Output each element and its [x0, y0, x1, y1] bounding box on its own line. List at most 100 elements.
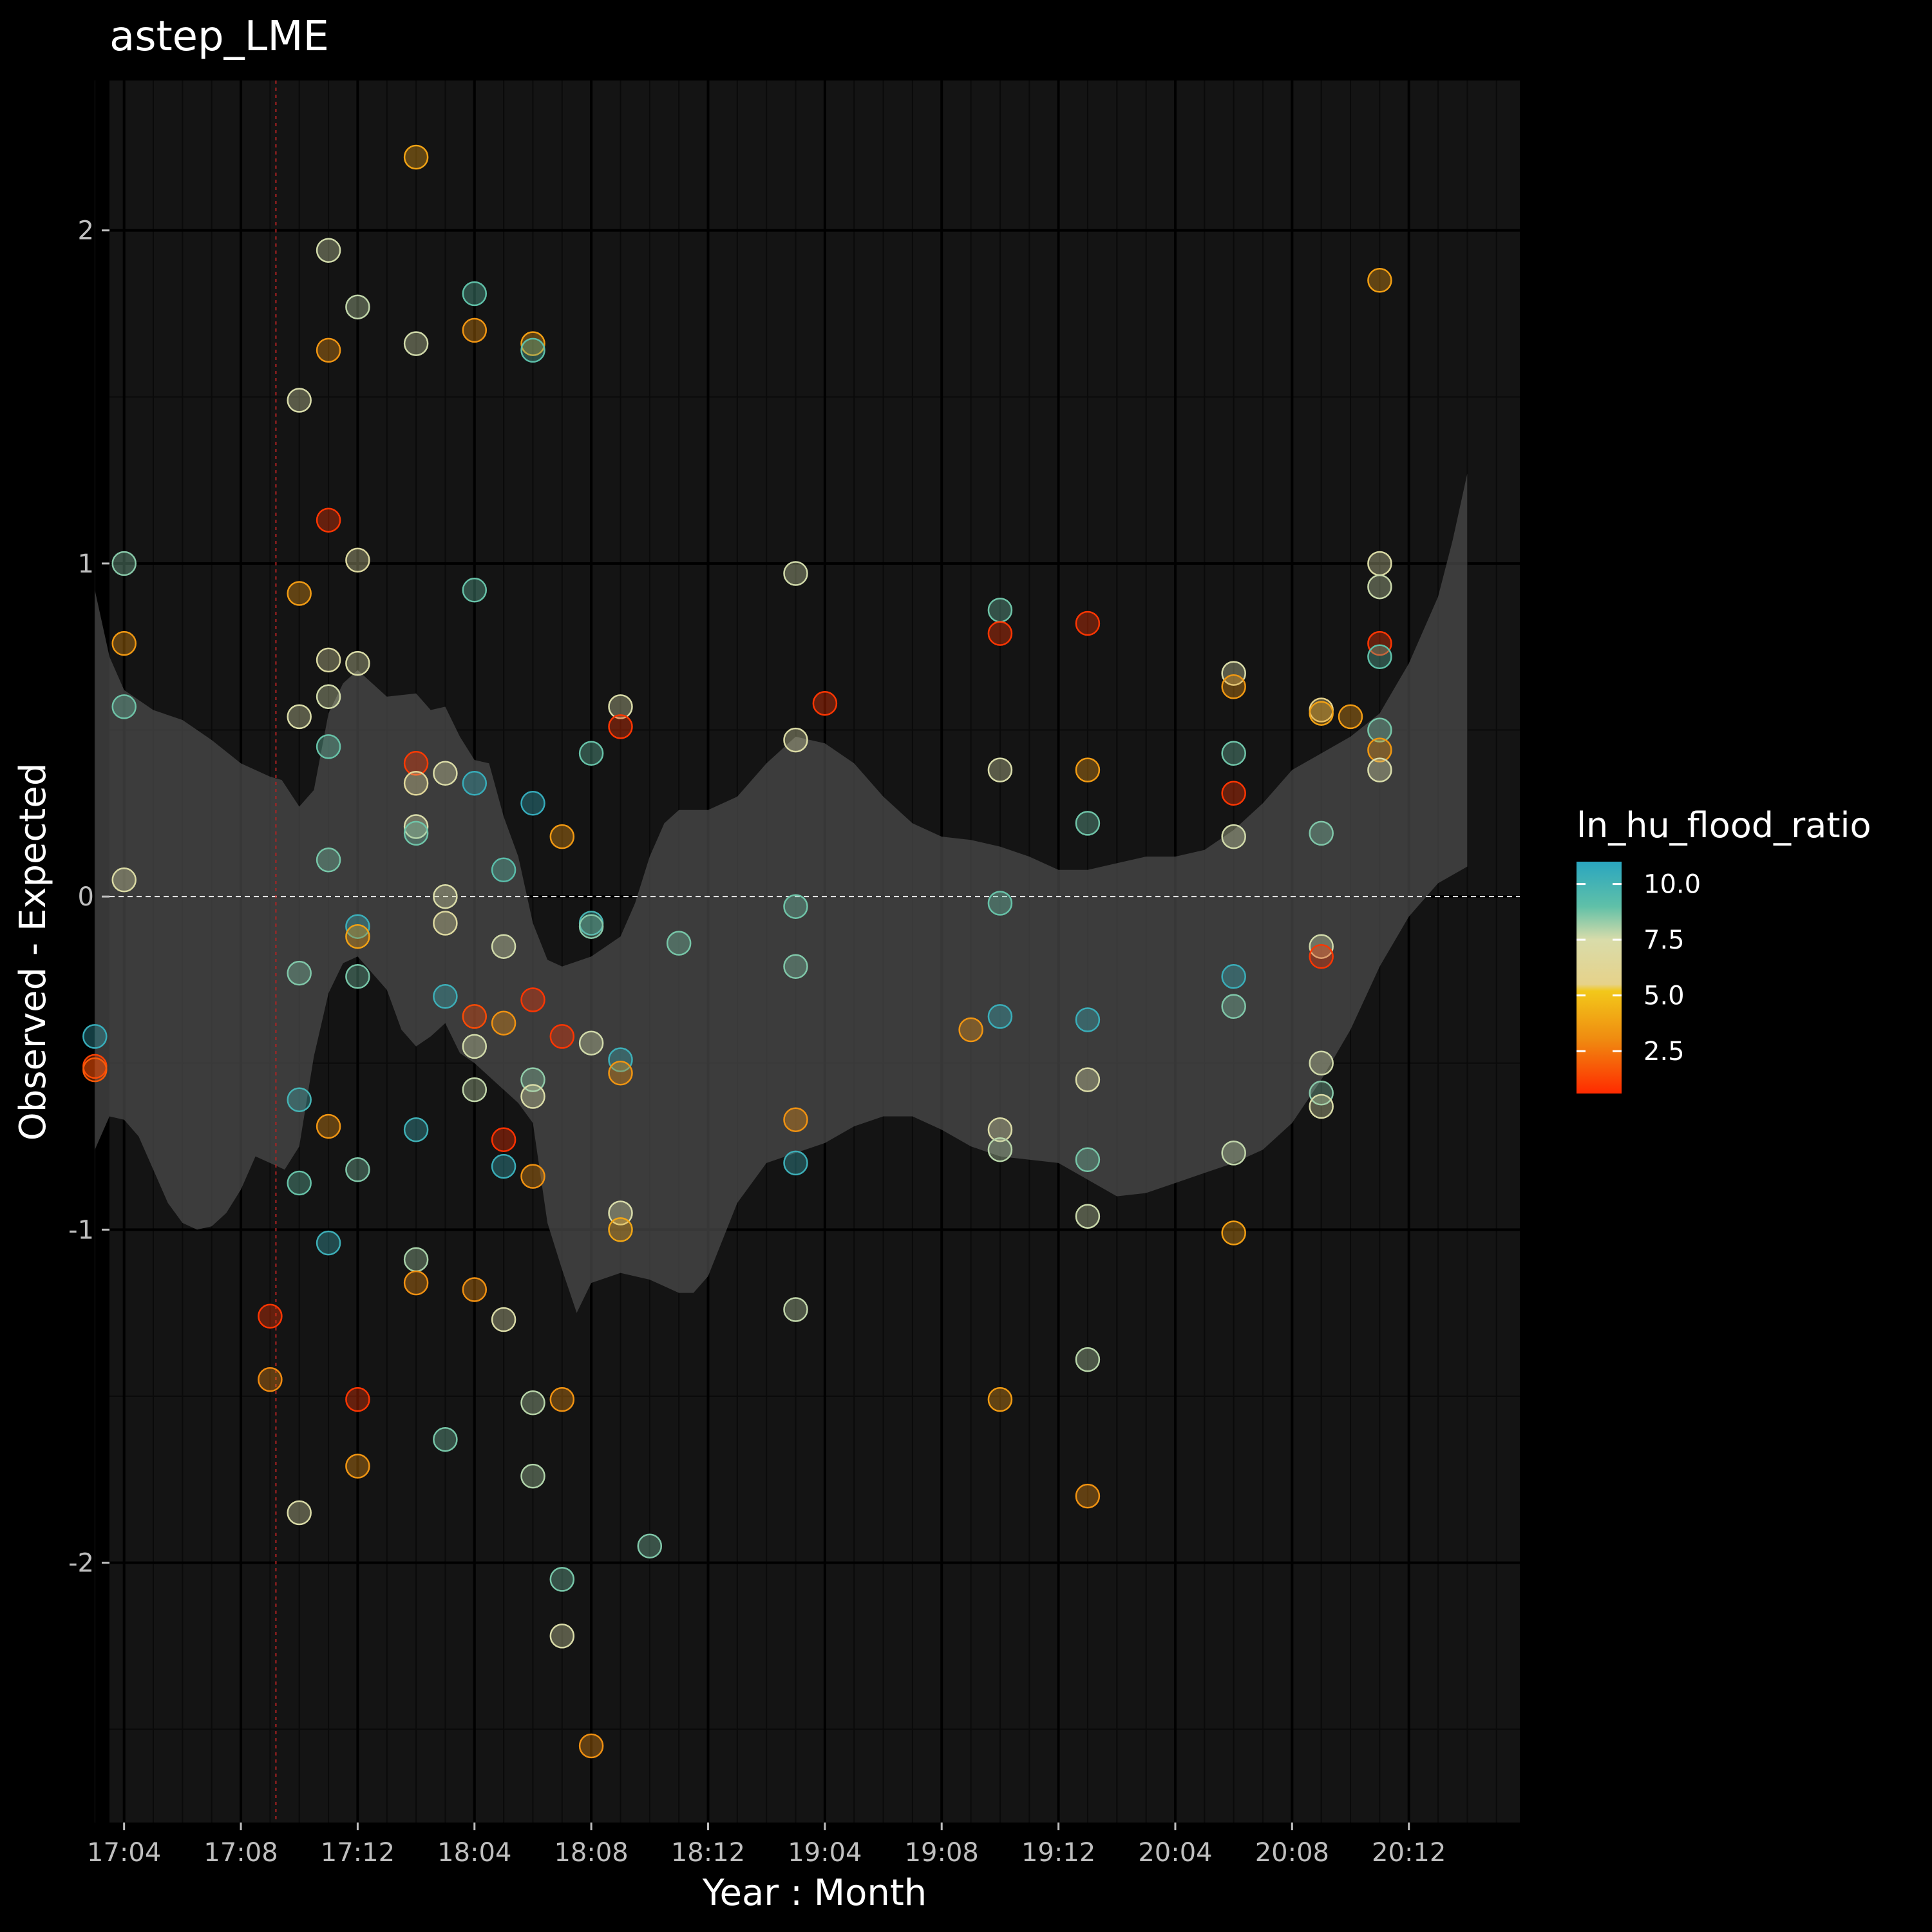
data-point	[1367, 268, 1392, 293]
data-point	[345, 1157, 370, 1182]
data-point	[1221, 964, 1246, 989]
x-tick-label: 17:08	[204, 1838, 278, 1868]
x-tick-label: 19:08	[905, 1838, 979, 1868]
data-point	[987, 621, 1013, 646]
data-point	[287, 1087, 312, 1112]
data-point	[520, 1463, 545, 1489]
data-point	[1309, 820, 1334, 846]
data-point	[520, 331, 545, 356]
data-point	[111, 551, 137, 576]
data-point	[462, 578, 488, 603]
data-point	[433, 911, 458, 936]
data-point	[316, 238, 341, 263]
x-tick-label: 18:12	[671, 1838, 745, 1868]
data-point	[783, 1297, 808, 1322]
data-point	[608, 1061, 633, 1086]
data-point	[462, 1034, 488, 1059]
data-point	[1367, 717, 1392, 743]
x-tick-label: 17:04	[87, 1838, 161, 1868]
data-point	[491, 857, 516, 883]
y-tick-label: -2	[68, 1549, 94, 1578]
data-point	[1309, 944, 1334, 969]
data-point	[403, 771, 429, 796]
data-point	[316, 684, 341, 710]
data-point	[1221, 1220, 1246, 1245]
data-point	[1075, 1483, 1101, 1509]
x-tick-label: 20:04	[1138, 1838, 1212, 1868]
data-point	[783, 954, 808, 980]
data-point	[1075, 757, 1101, 782]
legend-tick-label: 5.0	[1643, 981, 1685, 1011]
data-point	[316, 647, 341, 673]
data-point	[783, 894, 808, 919]
data-point	[403, 814, 429, 839]
x-tick-label: 18:08	[554, 1838, 628, 1868]
data-point	[345, 547, 370, 573]
data-point	[1367, 737, 1392, 762]
data-point	[1221, 994, 1246, 1019]
y-tick-label: 0	[78, 882, 94, 912]
data-point	[287, 704, 312, 730]
x-tick-label: 19:12	[1021, 1838, 1095, 1868]
data-point	[433, 1426, 458, 1452]
data-point	[111, 867, 137, 893]
data-point	[608, 1047, 633, 1072]
data-point	[462, 771, 488, 796]
data-point	[1309, 1094, 1334, 1119]
data-point	[1075, 1007, 1101, 1032]
data-point	[783, 1150, 808, 1176]
data-point	[491, 1153, 516, 1179]
legend-ticks: 10.0 7.5 5.0 2.5	[1577, 870, 1701, 1066]
data-point	[287, 388, 312, 413]
data-point	[987, 1117, 1013, 1142]
data-point	[783, 727, 808, 753]
legend-tick-label: 10.0	[1643, 870, 1701, 900]
data-point	[403, 1270, 429, 1296]
data-point	[462, 317, 488, 343]
data-point	[783, 561, 808, 586]
data-point	[111, 694, 137, 719]
data-point	[549, 824, 575, 849]
data-point	[666, 931, 692, 956]
data-point	[520, 791, 545, 816]
data-point	[1221, 824, 1246, 849]
data-points	[82, 144, 1392, 1759]
chart-title: astep_LME	[109, 13, 329, 61]
data-point	[987, 757, 1013, 782]
data-point	[578, 914, 604, 939]
color-legend: ln_hu_flood_ratio 10.0 7.5 5.0 2.5	[1577, 805, 1871, 1094]
data-point	[491, 1127, 516, 1152]
data-point	[549, 1624, 575, 1649]
data-point	[1309, 1050, 1334, 1076]
data-point	[1075, 1147, 1101, 1173]
data-point	[987, 1137, 1013, 1162]
data-point	[403, 820, 429, 846]
x-tick-label: 20:12	[1372, 1838, 1446, 1868]
data-point	[491, 934, 516, 959]
data-point	[1221, 741, 1246, 766]
data-point	[82, 1024, 108, 1049]
data-point	[287, 581, 312, 606]
data-point	[1309, 1081, 1334, 1106]
data-point	[1075, 1204, 1101, 1229]
data-point	[345, 923, 370, 949]
data-point	[1075, 1347, 1101, 1372]
data-point	[520, 1164, 545, 1189]
data-point	[491, 1307, 516, 1332]
data-point	[1338, 704, 1363, 730]
data-point	[520, 1084, 545, 1109]
data-point	[1367, 551, 1392, 576]
data-point	[462, 1077, 488, 1103]
data-point	[1309, 701, 1334, 726]
data-point	[1075, 811, 1101, 836]
data-point	[345, 1454, 370, 1479]
x-axis-title: Year : Month	[702, 1872, 927, 1914]
data-point	[1075, 611, 1101, 636]
data-point	[812, 690, 838, 716]
data-point	[403, 144, 429, 170]
data-point	[462, 1004, 488, 1029]
data-point	[316, 1113, 341, 1139]
data-point	[1367, 630, 1392, 656]
data-point	[987, 891, 1013, 916]
